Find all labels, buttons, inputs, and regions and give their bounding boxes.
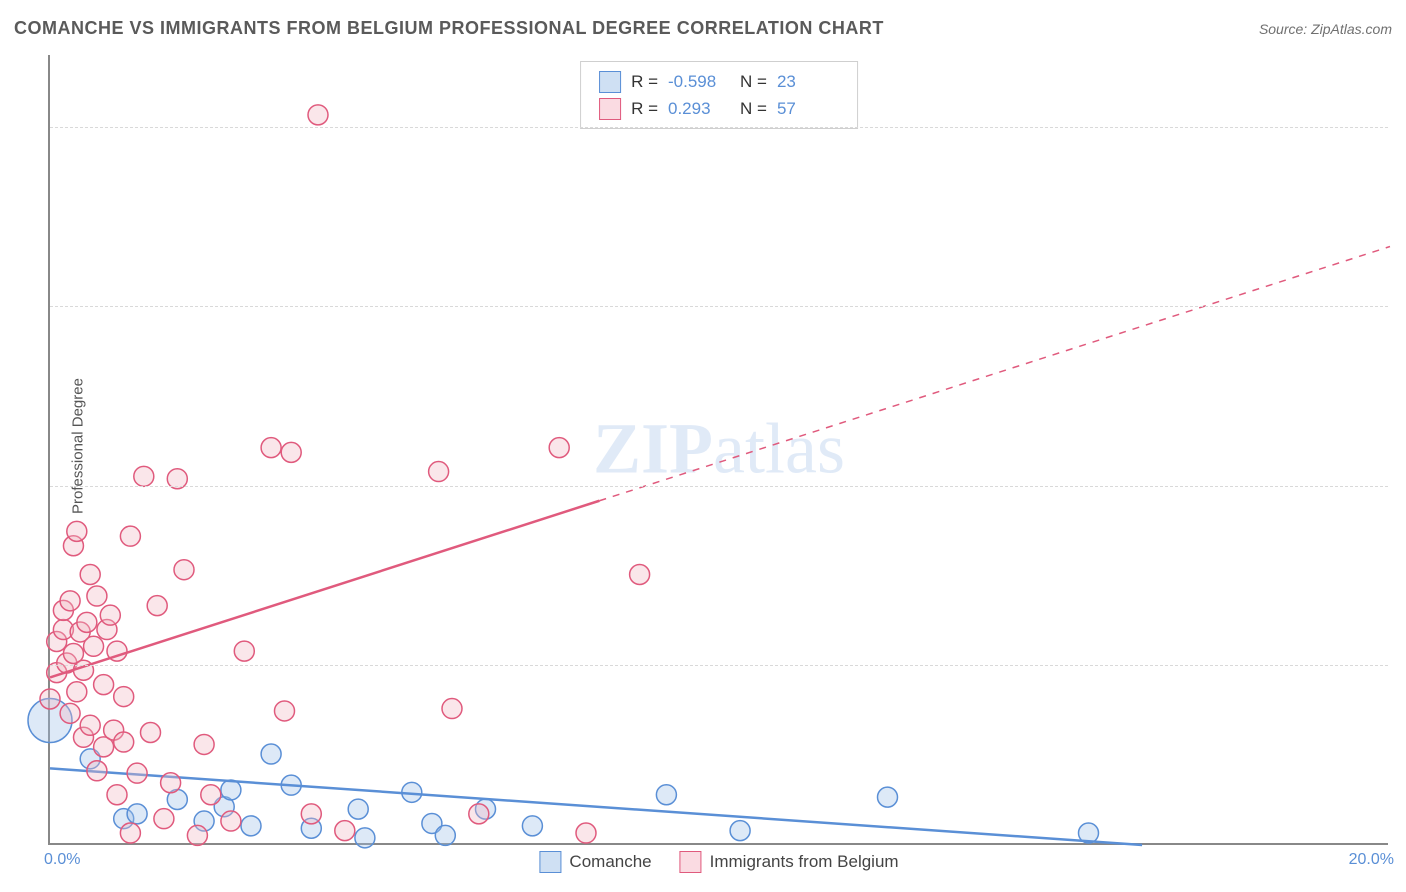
stat-n-label: N = bbox=[740, 68, 767, 95]
data-point bbox=[656, 785, 676, 805]
data-point bbox=[80, 715, 100, 735]
stat-r-value: 0.293 bbox=[668, 95, 730, 122]
data-point bbox=[429, 462, 449, 482]
data-point bbox=[114, 732, 134, 752]
legend-item: Comanche bbox=[539, 851, 651, 873]
gridline bbox=[50, 665, 1388, 666]
x-tick-label: 0.0% bbox=[44, 851, 80, 869]
stat-r-value: -0.598 bbox=[668, 68, 730, 95]
gridline bbox=[50, 306, 1388, 307]
legend-swatch bbox=[599, 71, 621, 93]
data-point bbox=[60, 703, 80, 723]
data-point bbox=[301, 804, 321, 824]
data-point bbox=[84, 636, 104, 656]
data-point bbox=[80, 564, 100, 584]
data-point bbox=[261, 744, 281, 764]
data-point bbox=[275, 701, 295, 721]
data-point bbox=[522, 816, 542, 836]
stats-row: R = -0.598 N = 23 bbox=[599, 68, 839, 95]
y-tick-label: 7.5% bbox=[1396, 656, 1406, 674]
data-point bbox=[94, 675, 114, 695]
data-point bbox=[87, 586, 107, 606]
bottom-legend: Comanche Immigrants from Belgium bbox=[539, 851, 898, 873]
trend-line-dashed bbox=[599, 247, 1390, 501]
data-point bbox=[878, 787, 898, 807]
legend-label: Comanche bbox=[569, 852, 651, 872]
data-point bbox=[100, 605, 120, 625]
legend-label: Immigrants from Belgium bbox=[710, 852, 899, 872]
data-point bbox=[194, 734, 214, 754]
data-point bbox=[77, 612, 97, 632]
data-point bbox=[469, 804, 489, 824]
gridline bbox=[50, 486, 1388, 487]
source-attribution: Source: ZipAtlas.com bbox=[1259, 21, 1392, 37]
data-point bbox=[549, 438, 569, 458]
legend-swatch bbox=[539, 851, 561, 873]
data-point bbox=[154, 809, 174, 829]
data-point bbox=[120, 823, 140, 843]
data-point bbox=[87, 761, 107, 781]
data-point bbox=[141, 722, 161, 742]
chart-title: COMANCHE VS IMMIGRANTS FROM BELGIUM PROF… bbox=[14, 18, 884, 39]
data-point bbox=[355, 828, 375, 848]
data-point bbox=[261, 438, 281, 458]
chart-header: COMANCHE VS IMMIGRANTS FROM BELGIUM PROF… bbox=[14, 18, 1392, 39]
data-point bbox=[40, 689, 60, 709]
data-point bbox=[60, 591, 80, 611]
data-point bbox=[161, 773, 181, 793]
data-point bbox=[127, 804, 147, 824]
data-point bbox=[147, 596, 167, 616]
data-point bbox=[348, 799, 368, 819]
data-point bbox=[201, 785, 221, 805]
data-point bbox=[187, 825, 207, 845]
gridline bbox=[50, 127, 1388, 128]
x-tick-label: 20.0% bbox=[1349, 851, 1394, 869]
y-tick-label: 15.0% bbox=[1396, 477, 1406, 495]
data-point bbox=[134, 466, 154, 486]
legend-item: Immigrants from Belgium bbox=[680, 851, 899, 873]
data-point bbox=[335, 821, 355, 841]
data-point bbox=[174, 560, 194, 580]
legend-swatch bbox=[599, 98, 621, 120]
source-prefix: Source: bbox=[1259, 21, 1311, 37]
data-point bbox=[730, 821, 750, 841]
data-point bbox=[435, 825, 455, 845]
stat-n-value: 57 bbox=[777, 95, 839, 122]
data-point bbox=[221, 780, 241, 800]
data-point bbox=[127, 763, 147, 783]
data-point bbox=[576, 823, 596, 843]
data-point bbox=[234, 641, 254, 661]
chart-svg bbox=[50, 55, 1388, 843]
data-point bbox=[67, 682, 87, 702]
data-point bbox=[308, 105, 328, 125]
source-link[interactable]: ZipAtlas.com bbox=[1311, 21, 1392, 37]
data-point bbox=[221, 811, 241, 831]
data-point bbox=[114, 687, 134, 707]
stat-n-value: 23 bbox=[777, 68, 839, 95]
scatter-plot: ZIPatlas R =-0.598N =23R =0.293N =57 Com… bbox=[48, 55, 1388, 845]
correlation-stats-box: R = -0.598 N = 23 R = 0.293 N = 57 bbox=[580, 61, 858, 129]
stat-r-label: R = bbox=[631, 95, 658, 122]
data-point bbox=[107, 785, 127, 805]
data-point bbox=[67, 521, 87, 541]
legend-swatch bbox=[680, 851, 702, 873]
data-point bbox=[120, 526, 140, 546]
stat-r-label: R = bbox=[631, 68, 658, 95]
data-point bbox=[442, 699, 462, 719]
data-point bbox=[241, 816, 261, 836]
data-point bbox=[281, 442, 301, 462]
y-tick-label: 30.0% bbox=[1396, 118, 1406, 136]
y-tick-label: 22.5% bbox=[1396, 297, 1406, 315]
data-point bbox=[630, 564, 650, 584]
stat-n-label: N = bbox=[740, 95, 767, 122]
stats-row: R = 0.293 N = 57 bbox=[599, 95, 839, 122]
